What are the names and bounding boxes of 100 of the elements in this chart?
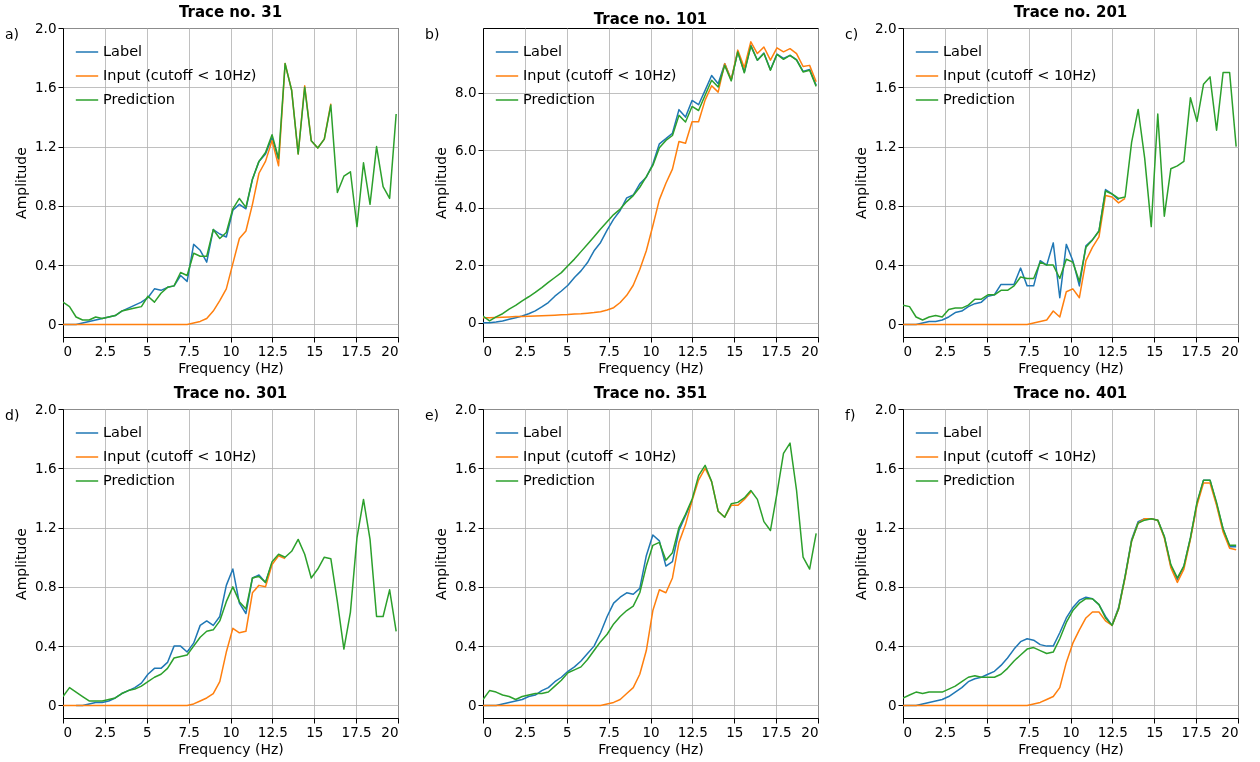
legend-label: Label bbox=[103, 43, 143, 59]
legend-label: Prediction bbox=[943, 91, 1016, 107]
x-tick-label: 0 bbox=[903, 342, 913, 359]
y-tick-label: 2.0 bbox=[875, 400, 897, 417]
line-series bbox=[903, 71, 1237, 321]
y-tick-label: 2.0 bbox=[455, 400, 477, 417]
x-tick-label: 2.5 bbox=[514, 723, 537, 740]
x-tick-label: 20 bbox=[801, 342, 819, 359]
x-axis-title: Frequency (Hz) bbox=[1018, 360, 1124, 376]
x-tick-label: 10 bbox=[1062, 723, 1080, 740]
x-tick-label: 10 bbox=[222, 723, 240, 740]
y-tick-label: 1.6 bbox=[35, 78, 57, 95]
x-tick-label: 7.5 bbox=[178, 342, 200, 359]
y-axis-title: Amplitude bbox=[13, 528, 30, 600]
legend-label: Prediction bbox=[523, 91, 596, 107]
x-tick-label: 2.5 bbox=[934, 723, 957, 740]
x-tick-label: 20 bbox=[381, 342, 399, 359]
y-tick-label: 0.8 bbox=[35, 197, 57, 214]
x-axis-title: Frequency (Hz) bbox=[178, 360, 284, 376]
y-tick-label: 0 bbox=[467, 696, 477, 713]
x-tick-label: 2.5 bbox=[94, 723, 117, 740]
x-tick-label: 10 bbox=[1062, 342, 1080, 359]
x-tick-label: 7.5 bbox=[1018, 723, 1040, 740]
y-tick-label: 6.0 bbox=[455, 141, 477, 158]
y-tick-label: 1.2 bbox=[35, 519, 57, 536]
y-tick-label: 0.8 bbox=[35, 578, 57, 595]
y-tick-label: 0 bbox=[467, 314, 477, 331]
x-axis-title: Frequency (Hz) bbox=[178, 741, 284, 757]
legend-label: Input (cutoff < 10Hz) bbox=[103, 67, 257, 83]
x-tick-label: 0 bbox=[483, 342, 493, 359]
line-series bbox=[63, 498, 397, 702]
x-tick-label: 5 bbox=[982, 723, 992, 740]
x-tick-label: 17.5 bbox=[341, 342, 372, 359]
legend-label: Input (cutoff < 10Hz) bbox=[523, 448, 677, 464]
line-series bbox=[483, 467, 752, 707]
x-tick-label: 2.5 bbox=[94, 342, 117, 359]
line-series bbox=[483, 442, 817, 701]
y-axis-title: Amplitude bbox=[13, 147, 30, 219]
x-tick-label: 15 bbox=[306, 723, 324, 740]
x-tick-label: 20 bbox=[1221, 723, 1239, 740]
x-tick-label: 0 bbox=[483, 723, 493, 740]
x-tick-label: 5 bbox=[142, 723, 152, 740]
x-tick-label: 5 bbox=[562, 342, 572, 359]
legend-label: Prediction bbox=[103, 472, 176, 488]
y-tick-label: 1.2 bbox=[875, 519, 897, 536]
x-tick-label: 15 bbox=[1146, 342, 1164, 359]
x-axis-title: Frequency (Hz) bbox=[598, 741, 704, 757]
chart-title: Trace no. 101 bbox=[593, 10, 708, 28]
text: a) bbox=[5, 26, 20, 42]
x-tick-label: 10 bbox=[222, 342, 240, 359]
x-tick-label: 15 bbox=[726, 723, 744, 740]
y-axis-title: Amplitude bbox=[853, 528, 870, 600]
x-tick-label: 7.5 bbox=[1018, 342, 1040, 359]
y-tick-label: 0 bbox=[47, 315, 57, 332]
text: f) bbox=[845, 407, 856, 423]
x-tick-label: 17.5 bbox=[341, 723, 372, 740]
x-tick-label: 17.5 bbox=[761, 723, 792, 740]
legend-label: Prediction bbox=[523, 472, 596, 488]
chart-title: Trace no. 301 bbox=[173, 384, 288, 402]
y-tick-label: 4.0 bbox=[455, 199, 477, 216]
y-tick-label: 2.0 bbox=[35, 19, 57, 36]
x-tick-label: 10 bbox=[642, 342, 660, 359]
x-tick-label: 12.5 bbox=[257, 342, 288, 359]
y-tick-label: 1.2 bbox=[35, 138, 57, 155]
y-axis-title: Amplitude bbox=[433, 147, 450, 219]
legend-label: Prediction bbox=[103, 91, 176, 107]
x-tick-label: 17.5 bbox=[761, 342, 792, 359]
x-tick-label: 20 bbox=[1221, 342, 1239, 359]
text: c) bbox=[845, 26, 859, 42]
y-tick-label: 1.6 bbox=[875, 78, 897, 95]
legend-label: Input (cutoff < 10Hz) bbox=[103, 448, 257, 464]
y-tick-label: 0.8 bbox=[875, 197, 897, 214]
x-tick-label: 5 bbox=[142, 342, 152, 359]
x-tick-label: 20 bbox=[381, 723, 399, 740]
y-tick-label: 0 bbox=[887, 315, 897, 332]
text: e) bbox=[425, 407, 440, 423]
x-tick-label: 12.5 bbox=[677, 723, 708, 740]
legend-label: Label bbox=[943, 424, 983, 440]
x-tick-label: 15 bbox=[1146, 723, 1164, 740]
x-tick-label: 0 bbox=[63, 723, 73, 740]
y-tick-label: 2.0 bbox=[455, 256, 477, 273]
legend-label: Label bbox=[523, 424, 563, 440]
chart-title: Trace no. 351 bbox=[593, 384, 708, 402]
chart-title: Trace no. 31 bbox=[178, 3, 283, 21]
x-tick-label: 12.5 bbox=[257, 723, 288, 740]
x-tick-label: 2.5 bbox=[934, 342, 957, 359]
x-tick-label: 17.5 bbox=[1181, 342, 1212, 359]
y-tick-label: 8.0 bbox=[455, 84, 477, 101]
y-tick-label: 0.8 bbox=[455, 578, 477, 595]
x-axis-title: Frequency (Hz) bbox=[598, 360, 704, 376]
legend-label: Input (cutoff < 10Hz) bbox=[523, 67, 677, 83]
legend-label: Label bbox=[523, 43, 563, 59]
x-tick-label: 10 bbox=[642, 723, 660, 740]
text: b) bbox=[425, 26, 440, 42]
line-series bbox=[63, 62, 397, 321]
x-tick-label: 0 bbox=[63, 342, 73, 359]
x-tick-label: 17.5 bbox=[1181, 723, 1212, 740]
x-tick-label: 7.5 bbox=[178, 723, 200, 740]
x-tick-label: 20 bbox=[801, 723, 819, 740]
y-axis-title: Amplitude bbox=[853, 147, 870, 219]
